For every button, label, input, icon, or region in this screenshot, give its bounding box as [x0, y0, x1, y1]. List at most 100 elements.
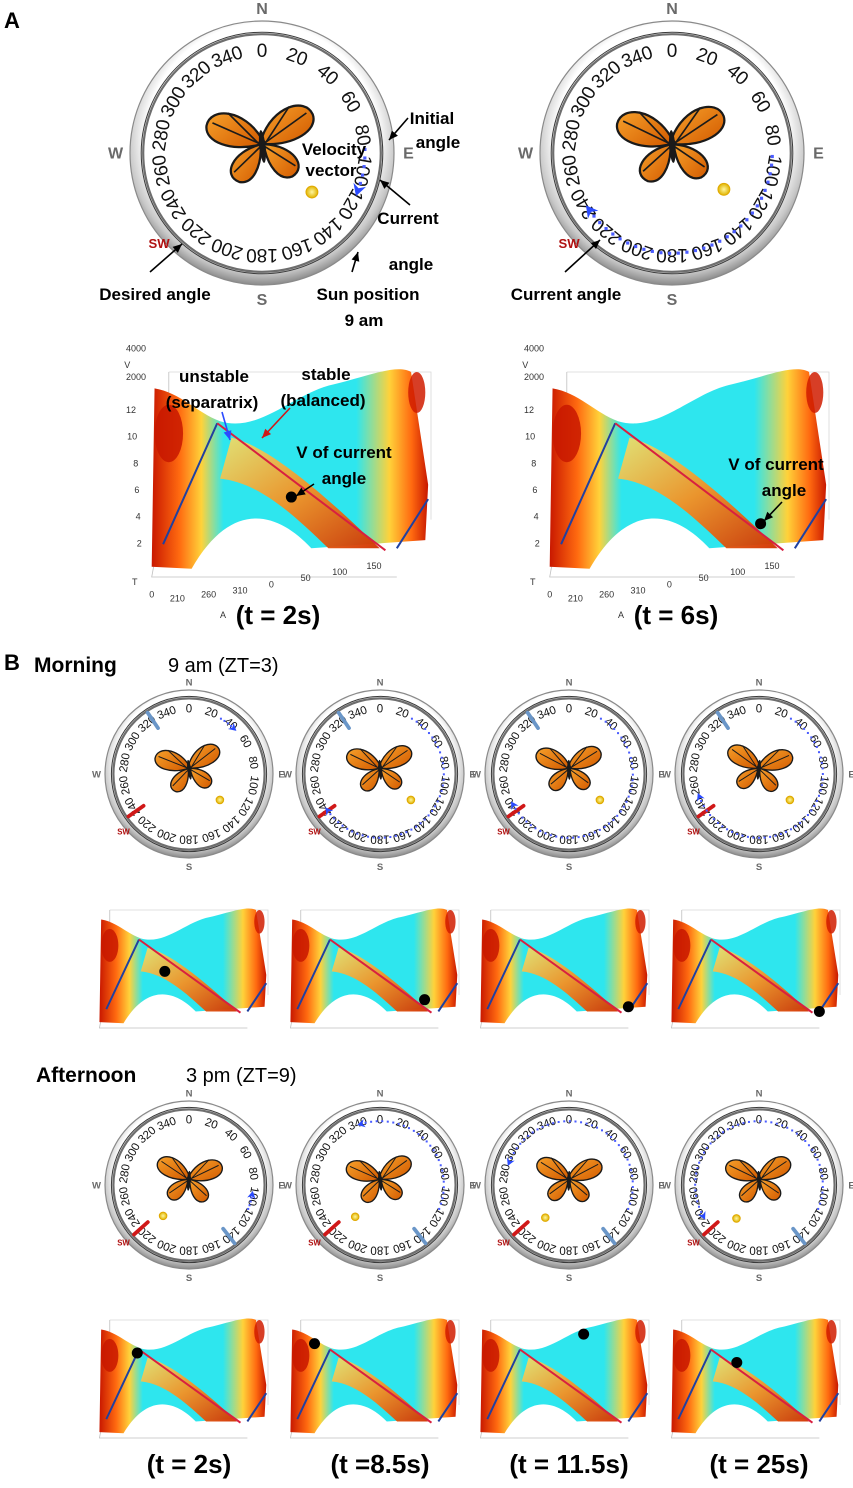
trajectory-dot: [794, 720, 797, 723]
trajectory-dot: [799, 821, 802, 824]
trajectory-dot: [623, 741, 626, 744]
trajectory-dot: [821, 1180, 824, 1183]
desired-angle-marker: [512, 1220, 530, 1237]
potential-peak-right: [826, 1320, 837, 1344]
cardinal-sw: SW: [308, 1238, 321, 1247]
trajectory-dot: [821, 1191, 824, 1194]
t-tick: 4: [534, 512, 539, 522]
wing-vein: [731, 749, 757, 768]
trajectory-dot: [820, 1169, 823, 1172]
wing-vein: [759, 769, 777, 786]
compass-morning-1: 0 204060801001201401601802002202402602803…: [92, 678, 285, 873]
surface-afternoon-3: [479, 1318, 650, 1439]
stable-arrow-head: [262, 428, 272, 438]
cardinal-w: W: [283, 1180, 292, 1191]
trajectory-dot: [696, 1200, 699, 1203]
trajectory-dot: [695, 1194, 698, 1197]
trajectory-dot: [529, 824, 532, 827]
trajectory-dot: [693, 248, 698, 253]
trajectory-dot: [519, 1142, 522, 1145]
trajectory-dot: [631, 1180, 634, 1183]
compass-tick-label: 100: [436, 1186, 451, 1207]
trajectory-dot: [741, 834, 744, 837]
trajectory-dot: [736, 832, 739, 835]
initial-angle-marker: [601, 1226, 617, 1246]
trajectory-dot: [789, 717, 792, 720]
trajectory-dot: [436, 746, 439, 749]
trajectory-dot: [427, 814, 430, 817]
trajectory-dot: [613, 727, 616, 730]
compass-tick-label: 180: [559, 833, 578, 845]
stable-line: [519, 1348, 623, 1424]
cardinal-w: W: [662, 1180, 671, 1191]
trajectory-dot: [372, 836, 375, 839]
trajectory-dot: [431, 736, 434, 739]
wing-vein: [359, 748, 378, 768]
trajectory-dot: [815, 746, 818, 749]
compass-tick-label: 260: [309, 1186, 324, 1207]
cardinal-w: W: [108, 146, 124, 163]
trajectory-dot: [750, 211, 754, 215]
v-current-label: angle: [322, 469, 366, 488]
compass-tick-label: 180: [559, 1244, 578, 1256]
axis-box: [566, 371, 830, 520]
wing-vein: [212, 122, 259, 144]
wing-vein: [569, 1180, 588, 1196]
wing-vein: [642, 146, 671, 172]
trajectory-dot: [702, 804, 705, 807]
compass-tick-label: 280: [309, 752, 324, 773]
trajectory-dot: [544, 832, 547, 835]
current-state-dot: [309, 1338, 321, 1350]
surface-afternoon-1: [98, 1318, 269, 1439]
wing-vein: [738, 1159, 757, 1179]
cardinal-sw: SW: [687, 1238, 700, 1247]
potential-peak-left: [482, 928, 500, 962]
sun-icon: [350, 1212, 360, 1222]
initial-angle-marker: [412, 1226, 428, 1246]
current-angle-label-right: Current angle: [511, 285, 622, 304]
trajectory-dot: [668, 251, 672, 255]
wing-vein: [158, 756, 187, 769]
butterfly-icon: [154, 743, 221, 793]
trajectory-dot: [429, 1144, 432, 1147]
trajectory-dot: [356, 832, 359, 835]
trajectory-dot: [766, 180, 770, 184]
potential-surface: [99, 908, 267, 1024]
trajectory-dot: [755, 204, 759, 208]
compass-tick-label: 280: [498, 752, 513, 773]
trajectory-dot: [817, 751, 820, 754]
separatrix-line-right: [818, 1392, 840, 1423]
a-tick: 260: [201, 590, 216, 600]
trajectory-dot: [819, 756, 822, 759]
trajectory-dot: [697, 1205, 700, 1208]
stable-line: [138, 1348, 242, 1424]
trajectory-dot: [628, 751, 631, 754]
wing-vein: [761, 754, 790, 768]
morning-time-label: 9 am (ZT=3): [168, 655, 279, 677]
trajectory-dot: [634, 244, 638, 249]
trajectory-dot: [617, 732, 620, 735]
trajectory-dot: [389, 835, 392, 839]
trajectory-dot: [710, 243, 714, 247]
compass-tick-label: 60: [237, 1144, 254, 1161]
trajectory-dot: [722, 1131, 725, 1134]
compass-tick-label: 260: [118, 1186, 133, 1207]
butterfly-icon: [345, 1155, 412, 1203]
current-state-dot: [622, 1001, 634, 1013]
trajectory-dot: [566, 836, 569, 839]
compass-tick-label: 80: [350, 123, 374, 147]
cardinal-s: S: [756, 1273, 762, 1284]
trajectory-dot: [747, 1120, 750, 1123]
sun-position-label: Sun position: [317, 285, 420, 304]
trajectory-dot: [789, 828, 792, 831]
trajectory-dot: [621, 1148, 624, 1151]
cardinal-sw: SW: [117, 827, 130, 836]
potential-surface: [290, 1318, 458, 1434]
trajectory-dot: [442, 1175, 445, 1178]
trajectory-dot: [521, 816, 524, 819]
current-state-dot: [578, 1328, 590, 1340]
sun-icon: [215, 795, 225, 805]
time-label: (t =8.5s): [331, 1449, 430, 1479]
velocity-arrow-icon: [697, 1210, 706, 1220]
trajectory-dot: [746, 835, 749, 838]
